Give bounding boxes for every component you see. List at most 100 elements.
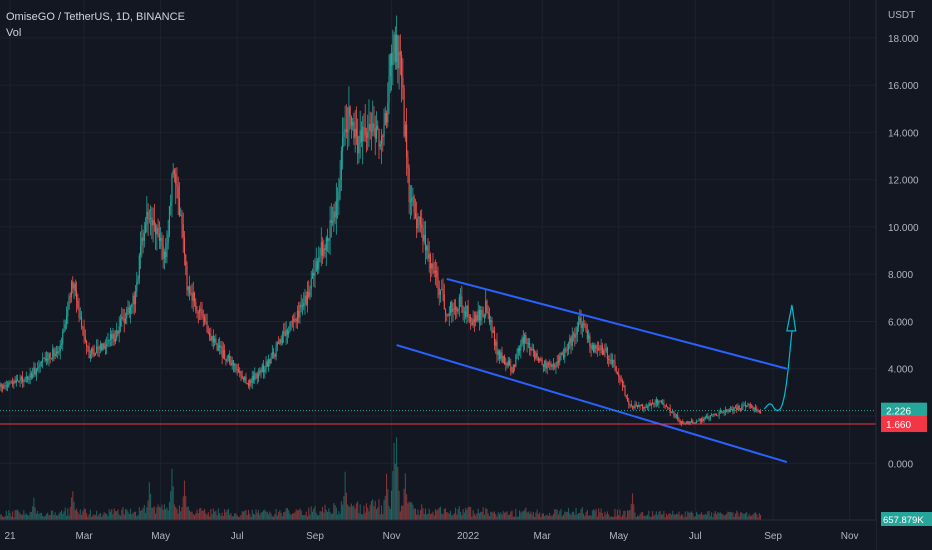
candle-body [604,350,606,352]
candle-body [114,338,117,342]
candle [418,216,420,233]
volume-bar [226,510,228,520]
candle [102,342,104,351]
volume-bar [552,513,555,520]
candle [182,212,184,253]
candle-body [636,404,639,407]
volume-bar [294,512,296,520]
candle-body [160,237,162,241]
candle-body [522,337,524,344]
candle-body [589,335,591,347]
volume-bar [293,513,295,520]
candle-body [581,323,583,328]
volume-bar [270,513,272,520]
volume-bar [279,509,281,520]
volume-bar [747,516,749,520]
volume-bar [240,514,242,520]
candle-body [392,52,394,66]
candle [665,403,667,408]
candle [132,292,134,314]
candle-body [669,407,671,413]
candle [59,339,61,360]
candle-body [123,319,125,324]
volume-bar [349,506,351,520]
candle [274,353,276,360]
candle-body [496,341,498,355]
candle-body [147,211,149,219]
volume-bar [198,508,201,520]
candle [275,341,277,361]
volume-bar [261,511,263,520]
volume-bar [385,473,388,520]
candle-body [84,336,86,341]
volume-bar [0,514,2,520]
volume-bar [185,496,187,520]
time-axis-background [0,520,876,550]
volume-bar [23,510,25,520]
candle-body [712,414,714,416]
candle [339,159,341,201]
candle-body [623,385,625,388]
candle [595,344,597,354]
candle [615,365,617,374]
candle [375,111,378,143]
candle-body [498,350,501,359]
candle-body [9,382,11,384]
volume-bar [502,511,504,520]
candle [9,380,11,385]
candle [443,283,445,310]
candle-body [93,352,95,356]
candle [411,185,413,216]
candle-body [63,328,65,332]
candle-body [476,315,478,321]
volume-bar [625,517,627,520]
volume-bar [263,510,265,520]
volume-bar [608,514,610,520]
candle [25,371,27,383]
volume-bar [403,488,405,520]
volume-bar [571,511,573,520]
volume-bar [526,512,528,520]
candle-body [500,352,502,359]
volume-bar [69,507,71,520]
candle-body [339,179,341,193]
x-tick-label: Sep [306,531,324,542]
candle-body [171,174,173,203]
candle-body [472,319,474,326]
candle [497,348,499,361]
volume-bar [190,511,192,520]
candle [124,312,127,325]
candle [616,371,619,375]
candle [226,355,228,364]
volume-bar [30,512,32,520]
candle [4,381,6,390]
candle [746,405,748,408]
candle [97,339,99,357]
volume-bar [657,515,659,520]
candle [143,221,145,248]
volume-bar [458,506,460,520]
candle [206,313,208,334]
candle-body [426,245,428,251]
candle [404,121,406,142]
candle [318,246,320,274]
candle-body [156,227,158,235]
candle [167,219,169,250]
volume-bar [92,515,94,520]
candle-body [398,51,400,69]
candle-body [635,404,637,406]
candle [55,345,58,358]
candle-body [590,346,592,349]
candle [126,306,128,325]
volume-bar [175,507,177,520]
volume-bar [256,512,258,520]
candle [242,376,245,383]
candle-body [229,355,231,363]
volume-bar [382,514,384,520]
volume-bar [112,514,114,520]
volume-bar [644,515,646,520]
candle-body [268,359,270,367]
candle-body [192,292,194,301]
